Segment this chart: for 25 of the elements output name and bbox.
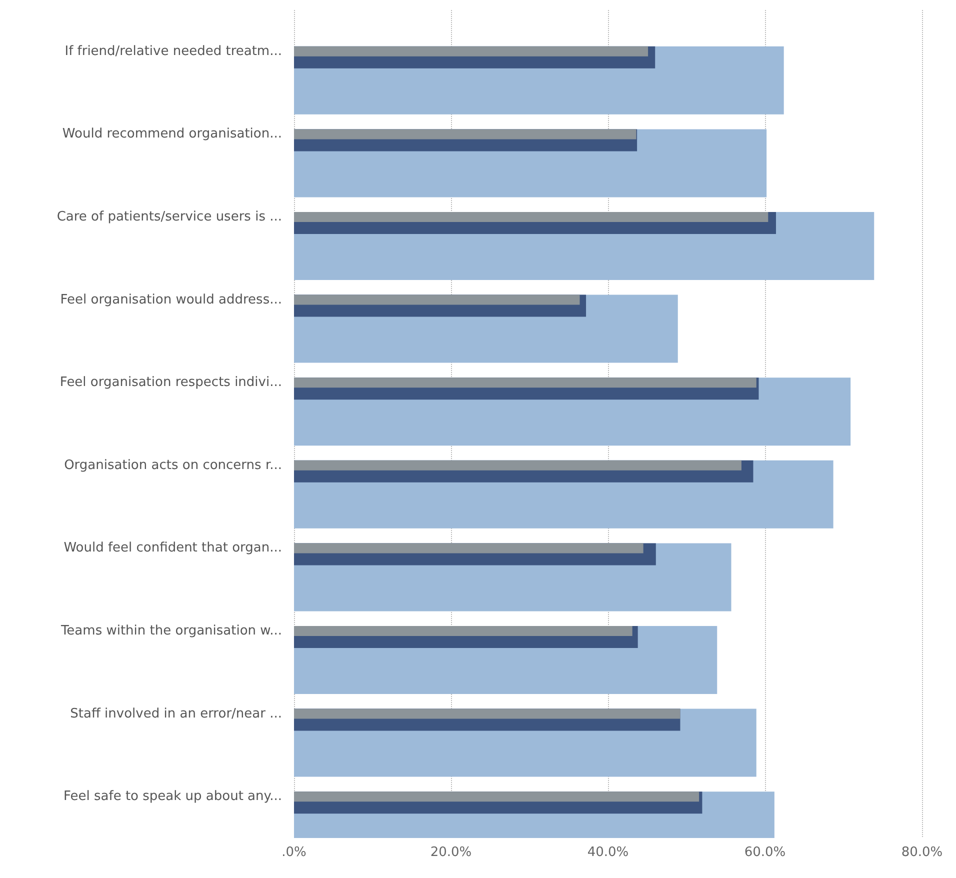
y-tick-label: Feel safe to speak up about any... bbox=[64, 789, 282, 804]
y-tick-label: Staff involved in an error/near ... bbox=[70, 706, 282, 722]
y-tick-label: Teams within the organisation w... bbox=[60, 624, 282, 638]
y-tick-label: Would recommend organisation... bbox=[62, 126, 282, 142]
y-tick-label: Organisation acts on concerns r... bbox=[64, 458, 282, 473]
y-tick-label: Care of patients/service users is ... bbox=[56, 210, 282, 224]
x-tick-label: 80.0% bbox=[901, 845, 943, 860]
bar bbox=[294, 708, 680, 719]
bar bbox=[294, 626, 632, 636]
y-tick-label: Feel organisation would address... bbox=[60, 292, 282, 308]
y-tick-label: If friend/relative needed treatm... bbox=[64, 44, 282, 59]
bar bbox=[294, 294, 580, 305]
x-tick-label: 40.0% bbox=[587, 845, 629, 860]
y-tick-label: Would feel confident that organ... bbox=[64, 540, 282, 556]
bar bbox=[294, 460, 742, 470]
bar bbox=[294, 212, 768, 222]
y-tick-label: Feel organisation respects indivi... bbox=[60, 375, 282, 390]
x-tick-label: 60.0% bbox=[744, 845, 786, 860]
bar bbox=[294, 543, 644, 554]
bar bbox=[294, 46, 648, 56]
bar bbox=[294, 378, 756, 388]
bar bbox=[294, 129, 636, 140]
x-tick-label: .0% bbox=[282, 845, 306, 860]
x-tick-label: 20.0% bbox=[430, 845, 472, 860]
bar bbox=[294, 792, 700, 802]
